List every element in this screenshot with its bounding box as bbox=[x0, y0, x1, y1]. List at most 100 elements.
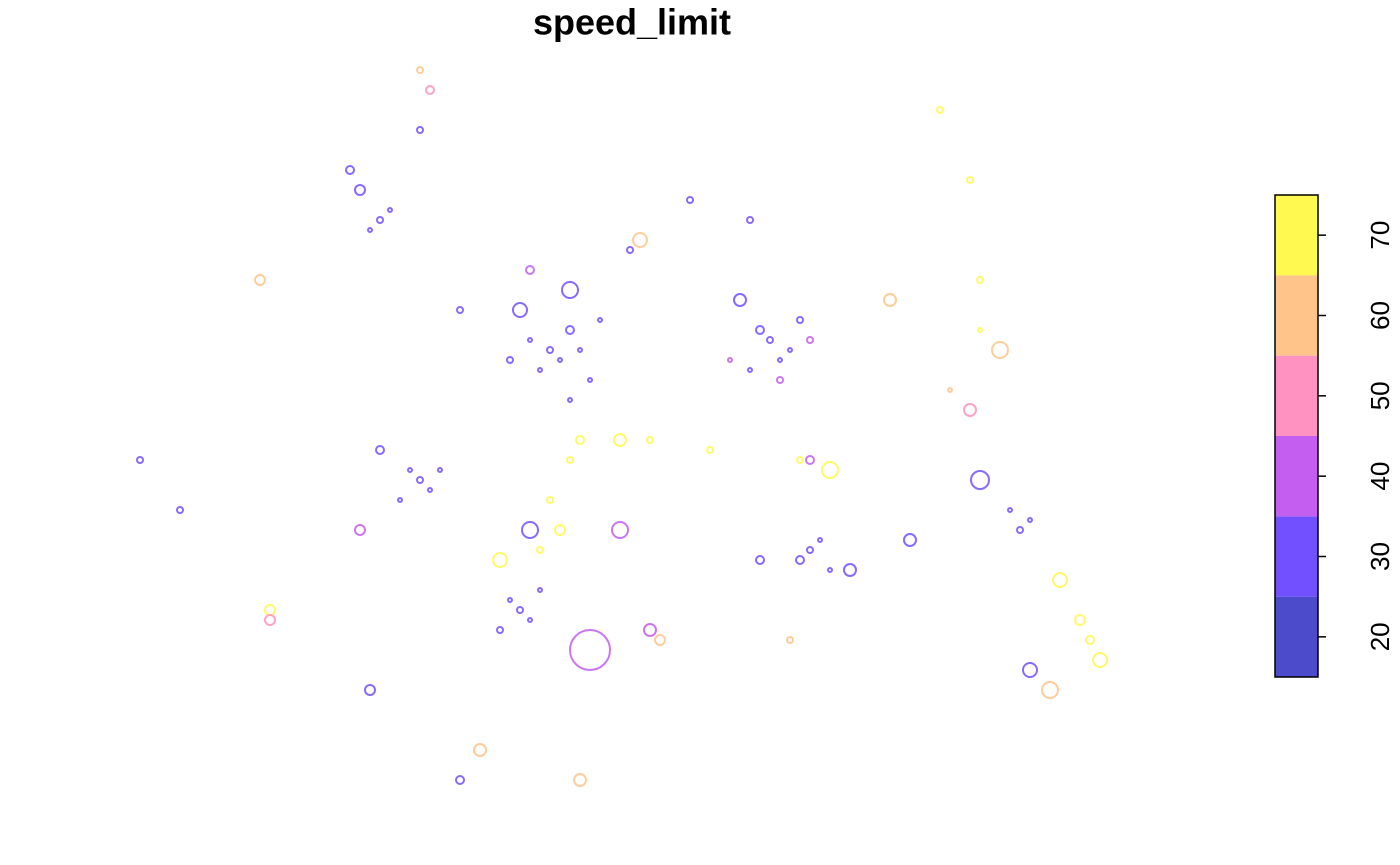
point bbox=[364, 684, 376, 696]
point bbox=[565, 325, 575, 335]
point bbox=[527, 617, 533, 623]
point bbox=[632, 232, 648, 248]
point bbox=[796, 456, 804, 464]
point bbox=[506, 356, 514, 364]
point bbox=[746, 216, 754, 224]
point bbox=[1007, 507, 1013, 513]
legend-tick-label: 30 bbox=[1365, 542, 1395, 571]
point bbox=[455, 775, 465, 785]
point bbox=[376, 216, 384, 224]
point bbox=[354, 524, 366, 536]
legend-tick-label: 50 bbox=[1365, 381, 1395, 410]
point bbox=[397, 497, 403, 503]
point bbox=[264, 604, 276, 616]
point bbox=[554, 524, 566, 536]
point bbox=[254, 274, 266, 286]
point bbox=[456, 306, 464, 314]
point bbox=[755, 555, 765, 565]
point bbox=[991, 341, 1009, 359]
point bbox=[507, 597, 513, 603]
point bbox=[755, 325, 765, 335]
point bbox=[796, 316, 804, 324]
point bbox=[567, 397, 573, 403]
point bbox=[176, 506, 184, 514]
point bbox=[575, 435, 585, 445]
point bbox=[345, 165, 355, 175]
point bbox=[587, 377, 593, 383]
point bbox=[354, 184, 366, 196]
point bbox=[425, 85, 435, 95]
point bbox=[727, 357, 733, 363]
point bbox=[1085, 635, 1095, 645]
legend-swatch bbox=[1275, 195, 1318, 276]
point bbox=[817, 537, 823, 543]
point bbox=[686, 196, 694, 204]
legend-swatch bbox=[1275, 436, 1318, 517]
point bbox=[537, 587, 543, 593]
point bbox=[1027, 517, 1033, 523]
point bbox=[611, 521, 629, 539]
point bbox=[903, 533, 917, 547]
point bbox=[806, 546, 814, 554]
point bbox=[566, 456, 574, 464]
point bbox=[387, 207, 393, 213]
point bbox=[473, 743, 487, 757]
point bbox=[966, 176, 974, 184]
legend-swatch bbox=[1275, 355, 1318, 436]
legend-tick-label: 70 bbox=[1365, 221, 1395, 250]
point bbox=[646, 436, 654, 444]
point bbox=[977, 327, 983, 333]
point bbox=[786, 636, 794, 644]
point bbox=[821, 461, 839, 479]
point bbox=[569, 629, 611, 671]
point bbox=[963, 403, 977, 417]
point bbox=[516, 606, 524, 614]
point bbox=[776, 376, 784, 384]
point bbox=[827, 567, 833, 573]
point bbox=[795, 555, 805, 565]
legend-frame bbox=[1274, 194, 1319, 678]
point bbox=[437, 467, 443, 473]
legend-swatch bbox=[1275, 596, 1318, 677]
legend-swatch bbox=[1275, 516, 1318, 597]
point bbox=[546, 346, 554, 354]
point bbox=[936, 106, 944, 114]
point bbox=[525, 265, 535, 275]
point bbox=[1022, 662, 1038, 678]
point bbox=[407, 467, 413, 473]
point bbox=[1092, 652, 1108, 668]
point bbox=[787, 347, 793, 353]
point bbox=[1041, 681, 1059, 699]
point bbox=[626, 246, 634, 254]
point bbox=[805, 455, 815, 465]
point bbox=[136, 456, 144, 464]
point bbox=[521, 521, 539, 539]
legend-tick-label: 60 bbox=[1365, 301, 1395, 330]
point bbox=[561, 281, 579, 299]
point bbox=[264, 614, 276, 626]
legend-swatch bbox=[1275, 275, 1318, 356]
point bbox=[806, 336, 814, 344]
point bbox=[643, 623, 657, 637]
point bbox=[970, 470, 990, 490]
point bbox=[947, 387, 953, 393]
point bbox=[496, 626, 504, 634]
point bbox=[976, 276, 984, 284]
point bbox=[1052, 572, 1068, 588]
point bbox=[733, 293, 747, 307]
point bbox=[557, 357, 563, 363]
point bbox=[427, 487, 433, 493]
chart-title: speed_limit bbox=[533, 2, 731, 43]
point bbox=[416, 476, 424, 484]
point bbox=[883, 293, 897, 307]
point bbox=[613, 433, 627, 447]
point bbox=[1074, 614, 1086, 626]
point bbox=[843, 563, 857, 577]
point bbox=[766, 336, 774, 344]
point bbox=[512, 302, 528, 318]
point bbox=[1016, 526, 1024, 534]
point bbox=[577, 347, 583, 353]
legend-tick-label: 40 bbox=[1365, 462, 1395, 491]
point bbox=[416, 126, 424, 134]
